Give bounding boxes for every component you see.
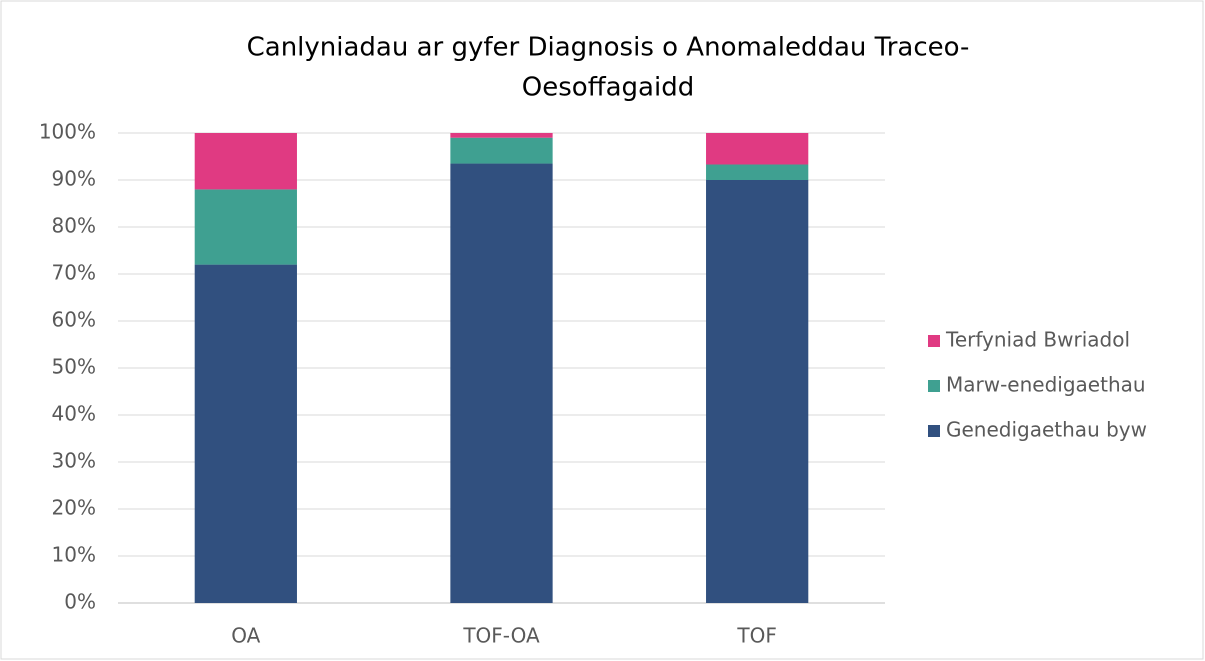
y-tick-label: 30% xyxy=(52,449,96,473)
bar-segment xyxy=(450,133,553,138)
y-tick-label: 0% xyxy=(64,590,96,614)
y-tick-label: 70% xyxy=(52,261,96,285)
y-tick-label: 100% xyxy=(39,120,96,144)
x-tick-label: TOF xyxy=(736,624,776,648)
y-tick-label: 60% xyxy=(52,308,96,332)
legend-label: Marw-enedigaethau xyxy=(946,373,1146,397)
y-tick-label: 10% xyxy=(52,543,96,567)
y-tick-label: 20% xyxy=(52,496,96,520)
legend-label: Genedigaethau byw xyxy=(946,418,1147,442)
bar-segment xyxy=(706,180,809,603)
y-tick-label: 50% xyxy=(52,355,96,379)
bar-segment xyxy=(194,264,297,603)
bar-segment xyxy=(450,163,553,604)
bar-segment xyxy=(706,133,809,165)
chart-title: Canlyniadau ar gyfer Diagnosis o Anomale… xyxy=(247,33,970,63)
legend-swatch xyxy=(928,380,940,392)
x-tick-label: TOF-OA xyxy=(462,624,540,648)
legend-swatch xyxy=(928,335,940,347)
bar-segment xyxy=(450,137,553,164)
y-tick-label: 80% xyxy=(52,214,96,238)
bar-segment xyxy=(706,164,809,180)
legend-label: Terfyniad Bwriadol xyxy=(945,328,1130,352)
chart-title: Oesoffagaidd xyxy=(522,73,694,103)
x-tick-label: OA xyxy=(231,624,260,648)
bar-segment xyxy=(194,133,297,190)
bar-segment xyxy=(194,189,297,265)
legend-swatch xyxy=(928,425,940,437)
y-tick-label: 40% xyxy=(52,402,96,426)
y-tick-label: 90% xyxy=(52,167,96,191)
